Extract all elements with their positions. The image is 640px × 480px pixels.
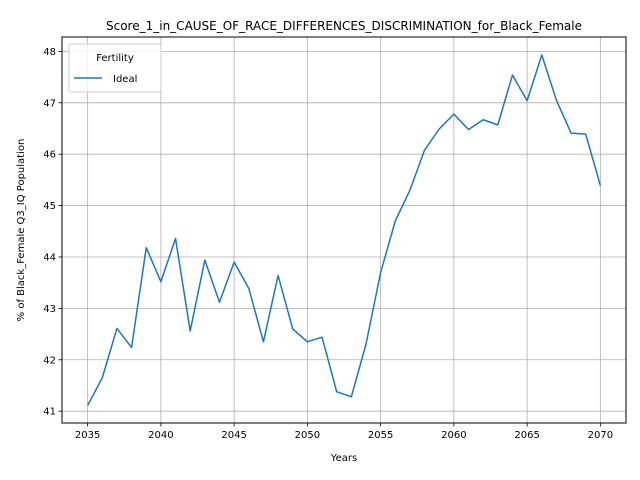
y-tick-label: 43 (43, 304, 56, 315)
x-axis-label: Years (330, 453, 357, 464)
x-tick-label: 2035 (75, 430, 100, 441)
y-tick-label: 47 (43, 98, 56, 109)
x-tick-label: 2045 (221, 430, 246, 441)
series-line-ideal (86, 54, 602, 406)
series-layer (86, 54, 602, 406)
x-tick-label: 2050 (295, 430, 320, 441)
grid-lines (62, 37, 626, 423)
plot-frame (61, 36, 627, 424)
legend-title: Fertility (96, 53, 134, 64)
y-tick-label: 41 (43, 407, 56, 418)
legend-label-ideal: Ideal (113, 74, 137, 85)
y-tick-label: 44 (43, 252, 56, 263)
x-tick-label: 2070 (588, 430, 613, 441)
legend-box (68, 43, 162, 93)
y-axis-label: % of Black_Female Q3_IQ Population (16, 139, 27, 322)
x-tick-label: 2040 (148, 430, 173, 441)
x-tick-label: 2055 (368, 430, 393, 441)
legend: Fertility Ideal (68, 43, 162, 93)
y-tick-label: 48 (43, 47, 56, 58)
y-tick-label: 42 (43, 355, 56, 366)
axis-ticks: 2035 2040 2045 2050 2055 2060 2065 2070 41 42 43 44… (43, 47, 613, 441)
y-tick-label: 45 (43, 201, 56, 212)
x-tick-label: 2060 (441, 430, 466, 441)
x-tick-label: 2065 (514, 430, 539, 441)
y-tick-label: 46 (43, 150, 56, 161)
chart-title: Score_1_in_CAUSE_OF_RACE_DIFFERENCES_DIS… (106, 19, 582, 33)
